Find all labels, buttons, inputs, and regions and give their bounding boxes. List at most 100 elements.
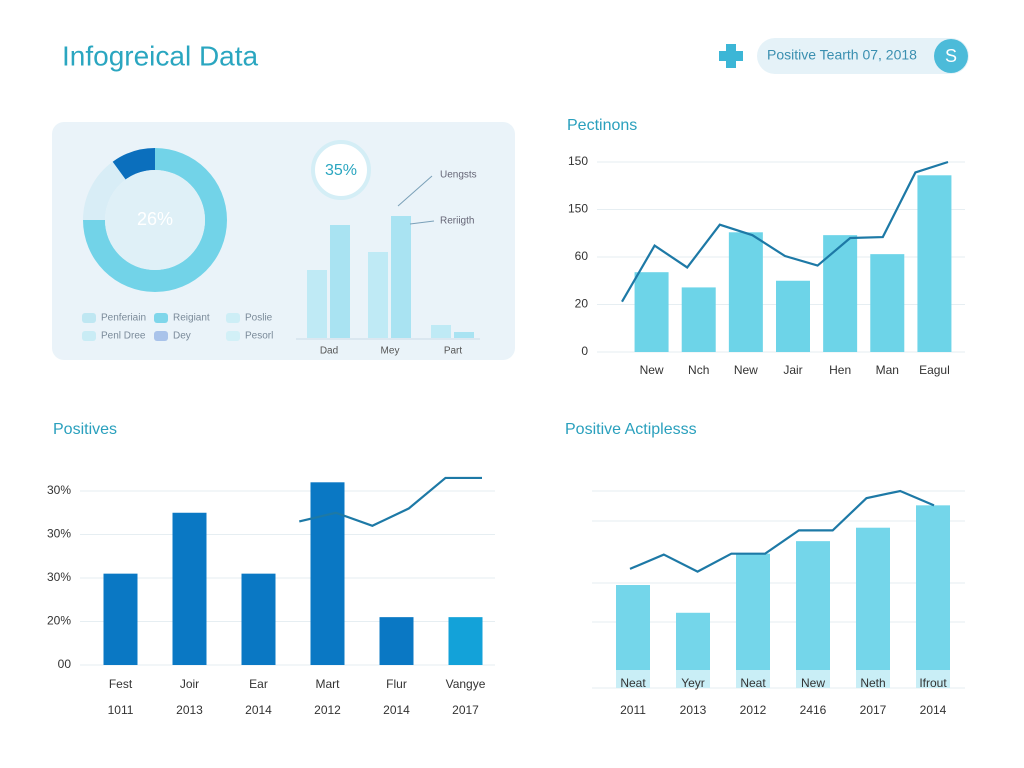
y-tick-label: 20% <box>47 614 71 628</box>
avatar-letter: S <box>945 46 957 66</box>
bar <box>917 175 952 352</box>
x-tick-label: Neat <box>740 676 766 690</box>
trend-line <box>299 476 482 527</box>
annotation: Uengsts <box>440 170 477 181</box>
x-sublabel: 2014 <box>245 703 272 717</box>
x-tick-label: Man <box>876 363 899 377</box>
x-tick-label: New <box>734 363 758 377</box>
bar <box>728 232 763 352</box>
bar <box>870 254 905 352</box>
x-tick-label: Eagul <box>919 363 950 377</box>
legend-label: Pesorl <box>245 331 273 342</box>
x-tick-label: Ifrout <box>919 676 947 690</box>
bar <box>856 527 890 688</box>
x-tick-label: Mey <box>381 346 400 357</box>
label-box <box>676 670 710 688</box>
bar <box>310 482 345 665</box>
x-sublabel: 2012 <box>314 703 341 717</box>
label-box <box>616 670 650 688</box>
y-tick-label: 150 <box>568 154 588 168</box>
bar <box>796 541 830 688</box>
date-text: Positive Tearth 07, 2018 <box>767 47 917 63</box>
donut-segment <box>83 148 227 292</box>
page-title: Infogreical Data <box>62 40 259 71</box>
label-box <box>916 670 950 688</box>
chart-title: Positive Actiplesss <box>565 421 697 438</box>
x-sublabel: 2011 <box>620 703 646 717</box>
x-sublabel: 2017 <box>452 703 479 717</box>
x-tick-label: Neth <box>860 676 885 690</box>
x-sublabel: 1011 <box>108 703 134 717</box>
y-tick-label: 60 <box>575 249 589 263</box>
x-sublabel: 2013 <box>680 703 707 717</box>
donut-hole <box>105 170 205 270</box>
x-tick-label: Dad <box>320 346 338 357</box>
bar <box>448 617 483 665</box>
label-box <box>796 670 830 688</box>
y-tick-label: 30% <box>47 483 71 497</box>
bar <box>330 225 350 338</box>
x-tick-label: New <box>640 363 664 377</box>
legend-label: Dey <box>173 331 191 342</box>
bar <box>634 272 669 352</box>
x-tick-label: Fest <box>109 677 133 691</box>
legend-swatch <box>154 313 168 323</box>
x-tick-label: Vangye <box>446 677 486 691</box>
trend-line <box>621 160 949 303</box>
legend-swatch <box>226 331 240 341</box>
x-sublabel: 2014 <box>920 703 947 717</box>
y-tick-label: 00 <box>58 657 72 671</box>
avatar[interactable] <box>934 39 968 73</box>
bar <box>736 553 770 688</box>
donut-segment <box>112 148 155 180</box>
x-tick-label: Neat <box>620 676 646 690</box>
annotation: Reriigth <box>440 216 474 227</box>
legend-swatch <box>154 331 168 341</box>
label-box <box>736 670 770 688</box>
bar <box>172 512 207 665</box>
chart-title: Positives <box>53 421 117 438</box>
bar <box>379 617 414 665</box>
legend-swatch <box>82 331 96 341</box>
add-icon[interactable] <box>719 44 743 68</box>
x-tick-label: Mart <box>316 677 341 691</box>
x-tick-label: Ear <box>249 677 268 691</box>
arrow <box>409 220 435 225</box>
x-sublabel: 2416 <box>800 703 827 717</box>
bar <box>823 235 858 352</box>
y-tick-label: 30% <box>47 570 71 584</box>
center-label: 26% <box>137 209 173 229</box>
legend-swatch <box>82 313 96 323</box>
y-tick-label: 20 <box>575 297 589 311</box>
donut-segment <box>83 161 126 220</box>
icon-part <box>719 51 743 61</box>
x-sublabel: 2014 <box>383 703 410 717</box>
x-tick-label: Jair <box>783 363 802 377</box>
y-tick-label: 150 <box>568 202 588 216</box>
legend-swatch <box>226 313 240 323</box>
bar <box>454 332 474 338</box>
y-tick-label: 0 <box>581 344 588 358</box>
callout <box>311 140 371 200</box>
x-sublabel: 2017 <box>860 703 887 717</box>
x-tick-label: Part <box>444 346 463 357</box>
legend-label: Poslie <box>245 313 273 324</box>
y-tick-label: 30% <box>47 527 71 541</box>
bar <box>776 280 810 352</box>
bar <box>391 216 411 338</box>
callout-label: 35% <box>325 162 357 179</box>
x-tick-label: Nch <box>688 363 709 377</box>
x-tick-label: Hen <box>829 363 851 377</box>
arrow <box>397 175 433 207</box>
chart-title: Pectinons <box>567 117 637 134</box>
legend-label: Reigiant <box>173 313 210 324</box>
bar <box>103 573 138 665</box>
x-tick-label: New <box>801 676 825 690</box>
x-sublabel: 2013 <box>176 703 203 717</box>
x-tick-label: Flur <box>386 677 407 691</box>
trend-line <box>629 489 935 573</box>
x-tick-label: Yeyr <box>681 676 705 690</box>
bar <box>307 270 327 338</box>
bar <box>368 252 388 338</box>
